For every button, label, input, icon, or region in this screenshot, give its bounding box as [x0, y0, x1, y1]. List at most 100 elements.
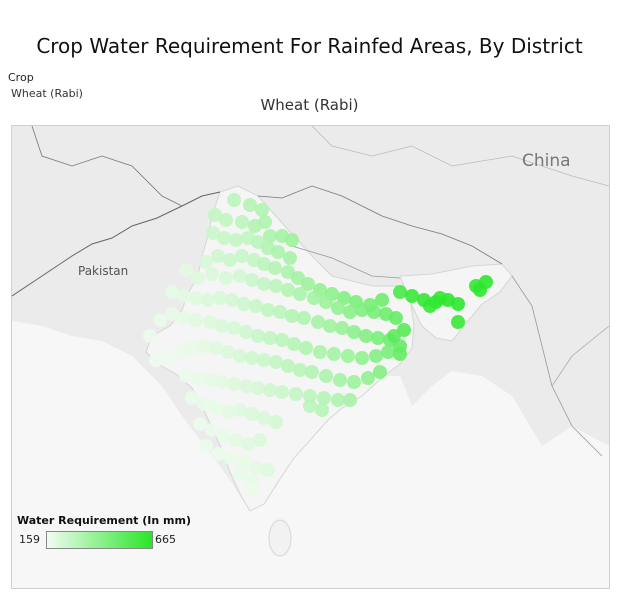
district-point[interactable]	[271, 245, 285, 259]
district-point[interactable]	[433, 291, 447, 305]
district-point[interactable]	[191, 371, 205, 385]
district-point[interactable]	[355, 303, 369, 317]
district-point[interactable]	[143, 329, 157, 343]
district-point[interactable]	[315, 403, 329, 417]
district-point[interactable]	[297, 311, 311, 325]
district-point[interactable]	[303, 389, 317, 403]
district-point[interactable]	[293, 287, 307, 301]
district-point[interactable]	[209, 341, 223, 355]
district-point[interactable]	[165, 307, 179, 321]
district-point[interactable]	[229, 433, 243, 447]
district-point[interactable]	[285, 233, 299, 247]
district-point[interactable]	[193, 417, 207, 431]
district-point[interactable]	[203, 373, 217, 387]
district-point[interactable]	[393, 347, 407, 361]
district-point[interactable]	[205, 267, 219, 281]
district-point[interactable]	[177, 289, 191, 303]
district-point[interactable]	[393, 285, 407, 299]
district-point[interactable]	[311, 315, 325, 329]
district-point[interactable]	[451, 297, 465, 311]
district-point[interactable]	[227, 377, 241, 391]
district-point[interactable]	[219, 271, 233, 285]
district-point[interactable]	[375, 293, 389, 307]
district-point[interactable]	[199, 439, 213, 453]
district-point[interactable]	[177, 311, 191, 325]
district-point[interactable]	[343, 393, 357, 407]
district-point[interactable]	[249, 461, 263, 475]
district-point[interactable]	[257, 411, 271, 425]
district-point[interactable]	[263, 229, 277, 243]
district-point[interactable]	[335, 321, 349, 335]
district-point[interactable]	[249, 299, 263, 313]
district-point[interactable]	[197, 397, 211, 411]
district-point[interactable]	[361, 371, 375, 385]
district-point[interactable]	[319, 369, 333, 383]
district-point[interactable]	[257, 353, 271, 367]
district-point[interactable]	[213, 291, 227, 305]
district-point[interactable]	[211, 249, 225, 263]
district-point[interactable]	[369, 349, 383, 363]
district-point[interactable]	[211, 447, 225, 461]
district-point[interactable]	[208, 208, 222, 222]
district-point[interactable]	[258, 215, 272, 229]
district-point[interactable]	[229, 233, 243, 247]
district-point[interactable]	[225, 293, 239, 307]
district-point[interactable]	[233, 269, 247, 283]
district-point[interactable]	[206, 226, 220, 240]
district-point[interactable]	[217, 231, 231, 245]
district-point[interactable]	[323, 319, 337, 333]
district-point[interactable]	[235, 249, 249, 263]
district-point[interactable]	[239, 325, 253, 339]
district-point[interactable]	[423, 299, 437, 313]
district-point[interactable]	[303, 399, 317, 413]
district-point[interactable]	[289, 387, 303, 401]
district-point[interactable]	[293, 363, 307, 377]
district-point[interactable]	[281, 359, 295, 373]
district-point[interactable]	[197, 339, 211, 353]
district-point[interactable]	[389, 311, 403, 325]
district-point[interactable]	[153, 313, 167, 327]
district-point[interactable]	[287, 337, 301, 351]
district-point[interactable]	[473, 283, 487, 297]
district-point[interactable]	[253, 433, 267, 447]
district-point[interactable]	[371, 331, 385, 345]
district-point[interactable]	[221, 405, 235, 419]
district-point[interactable]	[241, 437, 255, 451]
district-point[interactable]	[257, 277, 271, 291]
district-point[interactable]	[263, 383, 277, 397]
district-point[interactable]	[405, 289, 419, 303]
district-point[interactable]	[451, 315, 465, 329]
district-point[interactable]	[191, 271, 205, 285]
district-point[interactable]	[331, 301, 345, 315]
district-point[interactable]	[373, 365, 387, 379]
district-map[interactable]: Pakistan China	[11, 125, 610, 589]
district-point[interactable]	[149, 353, 163, 367]
district-point[interactable]	[161, 349, 175, 363]
district-point[interactable]	[327, 347, 341, 361]
district-point[interactable]	[257, 257, 271, 271]
district-point[interactable]	[333, 373, 347, 387]
district-point[interactable]	[173, 345, 187, 359]
district-point[interactable]	[341, 349, 355, 363]
district-point[interactable]	[347, 325, 361, 339]
district-point[interactable]	[237, 455, 251, 469]
district-point[interactable]	[235, 215, 249, 229]
district-point[interactable]	[245, 351, 259, 365]
district-point[interactable]	[317, 391, 331, 405]
district-point[interactable]	[233, 403, 247, 417]
crop-filter-value[interactable]: Wheat (Rabi)	[11, 87, 83, 100]
district-point[interactable]	[185, 341, 199, 355]
district-point[interactable]	[275, 385, 289, 399]
district-point[interactable]	[245, 273, 259, 287]
district-point[interactable]	[313, 345, 327, 359]
district-point[interactable]	[301, 277, 315, 291]
district-point[interactable]	[275, 333, 289, 347]
district-point[interactable]	[203, 315, 217, 329]
district-point[interactable]	[285, 309, 299, 323]
district-point[interactable]	[251, 381, 265, 395]
district-point[interactable]	[165, 285, 179, 299]
district-point[interactable]	[387, 329, 401, 343]
district-point[interactable]	[261, 463, 275, 477]
district-point[interactable]	[331, 393, 345, 407]
district-point[interactable]	[201, 293, 215, 307]
